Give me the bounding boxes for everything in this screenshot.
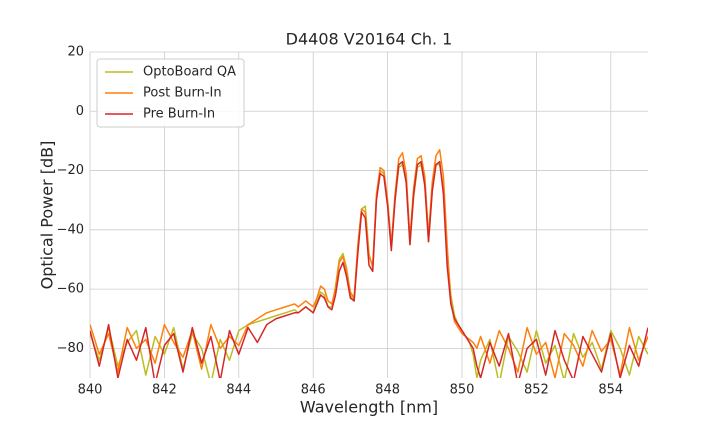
y-tick-label: 20: [67, 45, 84, 60]
x-tick-label: 846: [301, 383, 326, 398]
y-axis-label: Optical Power [dB]: [38, 141, 57, 290]
x-tick-label: 850: [450, 383, 475, 398]
plot-lines: [90, 149, 648, 378]
x-axis-label: Wavelength [nm]: [300, 398, 438, 417]
x-tick-label: 852: [524, 383, 549, 398]
x-tick-label: 848: [375, 383, 400, 398]
y-tick-label: −40: [57, 222, 84, 237]
series-line: [90, 149, 648, 378]
x-tick-label: 854: [598, 383, 623, 398]
legend-label: OptoBoard QA: [143, 65, 236, 80]
y-tick-label: 0: [76, 104, 84, 119]
legend-label: Post Burn-In: [143, 86, 222, 101]
ticks: 840 842 844 846 848 850 852 854 −80 −60 −40 −20 0 20: [57, 45, 624, 398]
legend-box: [96, 58, 245, 128]
series-line: [90, 160, 648, 378]
x-tick-label: 842: [152, 383, 177, 398]
y-tick-label: −80: [57, 341, 84, 356]
x-tick-label: 840: [78, 383, 103, 398]
x-tick-label: 844: [226, 383, 251, 398]
legend: OptoBoard QA Post Burn-In Pre Burn-In: [96, 58, 245, 128]
y-tick-label: −20: [57, 163, 84, 178]
y-tick-label: −60: [57, 282, 84, 297]
chart-title: D4408 V20164 Ch. 1: [286, 30, 453, 49]
legend-label: Pre Burn-In: [143, 107, 215, 122]
